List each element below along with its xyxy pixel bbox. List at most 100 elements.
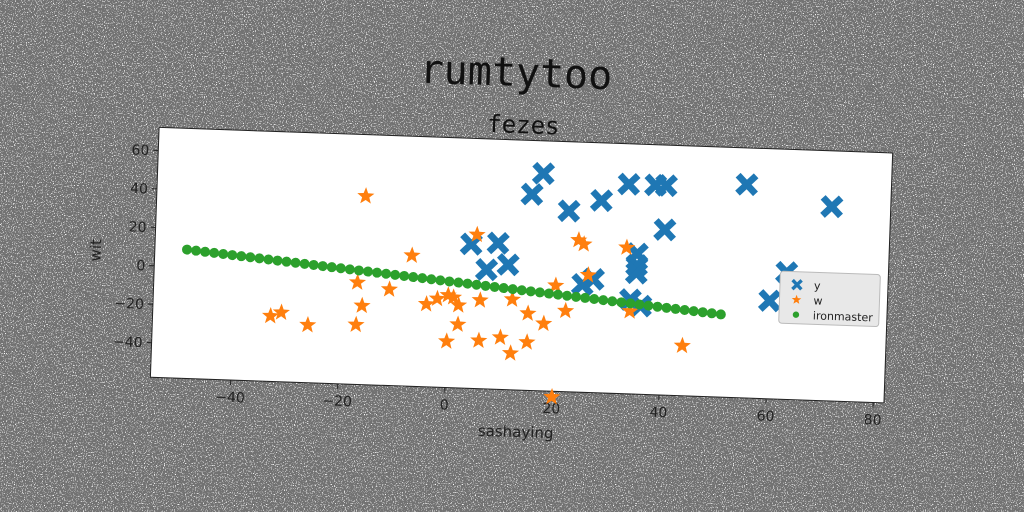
data-point [182, 244, 193, 255]
data-point [381, 268, 392, 279]
data-point [634, 299, 645, 310]
data-point [501, 344, 520, 361]
data-point [353, 265, 364, 276]
data-point [571, 291, 582, 302]
data-point [617, 172, 641, 196]
data-point [299, 258, 310, 269]
data-point [589, 188, 614, 213]
data-point [820, 195, 844, 219]
data-point [543, 288, 554, 299]
plot-area [149, 126, 894, 404]
data-point [299, 316, 317, 333]
chart-title: rumtytoo [419, 47, 613, 100]
y-tick-label: −40 [113, 334, 143, 351]
data-point [673, 336, 691, 354]
data-point [562, 290, 573, 301]
data-point [503, 290, 521, 307]
data-point [245, 252, 256, 263]
data-point [735, 172, 759, 197]
data-point [218, 248, 229, 259]
data-point [254, 253, 265, 264]
legend-marker [792, 311, 800, 318]
data-point [491, 328, 509, 345]
data-point [348, 273, 367, 290]
data-point [428, 289, 446, 307]
legend: yw ironmaster [778, 270, 881, 328]
data-point [489, 281, 500, 292]
data-point [453, 277, 464, 288]
data-point [535, 314, 553, 332]
data-point [470, 331, 488, 349]
data-point [653, 218, 677, 242]
y-tick-label: −20 [114, 296, 144, 313]
data-marks [182, 161, 878, 405]
data-point [543, 388, 561, 405]
data-point [471, 279, 482, 290]
data-point [444, 288, 463, 305]
data-point [438, 332, 456, 349]
x-tick-label: 60 [756, 408, 774, 425]
data-point [531, 161, 556, 186]
data-point [534, 287, 545, 298]
y-tick-label: 20 [128, 219, 146, 236]
data-point [444, 276, 455, 287]
data-point [227, 250, 238, 261]
data-point [697, 307, 708, 318]
legend-label: y [814, 279, 821, 292]
data-point [589, 294, 600, 305]
data-point [480, 280, 491, 291]
data-point [474, 258, 499, 282]
data-point [518, 333, 536, 350]
data-point [449, 315, 467, 332]
data-point [372, 267, 383, 278]
data-point [450, 296, 468, 313]
series-w [262, 187, 691, 405]
data-point [272, 255, 283, 266]
data-point [618, 238, 636, 256]
data-point [335, 263, 346, 274]
data-point [580, 292, 591, 303]
data-point [661, 302, 672, 313]
y-tick-label: 0 [136, 258, 145, 274]
data-point [625, 298, 636, 309]
x-tick-label: −20 [322, 393, 352, 410]
data-point [209, 247, 220, 258]
data-point [557, 301, 575, 319]
data-point [191, 245, 202, 256]
data-point [679, 305, 690, 316]
data-point [353, 296, 371, 314]
data-point [417, 295, 435, 312]
data-point [380, 280, 398, 297]
data-point [670, 303, 681, 314]
data-point [557, 199, 581, 223]
data-point [408, 272, 419, 283]
x-axis-ticks: −40 −20 0 20 40 60 80 [215, 380, 882, 429]
data-point [317, 261, 328, 272]
data-point [200, 246, 211, 257]
data-point [507, 284, 518, 295]
data-point [435, 275, 446, 286]
data-point [621, 302, 639, 319]
x-tick-label: 20 [542, 401, 560, 418]
data-point [399, 270, 410, 281]
data-point [652, 301, 663, 312]
data-point [579, 266, 597, 283]
x-axis-label: sashaying [478, 422, 554, 443]
x-tick-label: 0 [440, 397, 449, 413]
y-tick-label: 40 [130, 181, 148, 198]
legend-label: ironmaster [813, 309, 874, 324]
data-point [290, 257, 301, 268]
data-point [598, 295, 609, 306]
data-point [426, 274, 437, 285]
data-point [326, 262, 337, 273]
data-point [607, 296, 618, 307]
data-point [486, 231, 510, 255]
data-point [519, 304, 537, 321]
data-point [616, 297, 627, 308]
data-point [403, 246, 421, 263]
data-point [575, 235, 593, 252]
data-point [643, 300, 654, 311]
data-point [468, 225, 486, 243]
